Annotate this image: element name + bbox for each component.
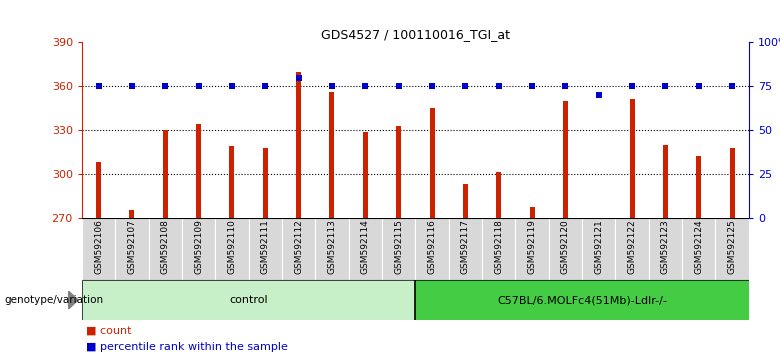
Bar xyxy=(415,280,749,320)
Bar xyxy=(715,218,749,280)
Bar xyxy=(415,218,448,280)
Text: control: control xyxy=(229,295,268,305)
Bar xyxy=(582,218,615,280)
Text: GSM592109: GSM592109 xyxy=(194,219,203,274)
Bar xyxy=(148,218,182,280)
Bar xyxy=(530,207,534,218)
Bar xyxy=(282,218,315,280)
Bar xyxy=(697,156,701,218)
Bar xyxy=(349,218,382,280)
Bar xyxy=(215,218,249,280)
Text: GSM592112: GSM592112 xyxy=(294,219,303,274)
Bar xyxy=(115,218,148,280)
Bar xyxy=(229,146,235,218)
Text: GSM592108: GSM592108 xyxy=(161,219,170,274)
Bar xyxy=(363,132,368,218)
Text: GSM592125: GSM592125 xyxy=(728,219,736,274)
Bar xyxy=(649,218,682,280)
Bar xyxy=(463,184,468,218)
Bar xyxy=(296,72,301,218)
Text: GSM592115: GSM592115 xyxy=(394,219,403,274)
Text: GSM592106: GSM592106 xyxy=(94,219,103,274)
Text: GSM592111: GSM592111 xyxy=(261,219,270,274)
Bar xyxy=(163,130,168,218)
Text: GSM592120: GSM592120 xyxy=(561,219,570,274)
Bar xyxy=(663,145,668,218)
Text: GSM592118: GSM592118 xyxy=(495,219,503,274)
Text: GSM592124: GSM592124 xyxy=(694,219,704,274)
Text: genotype/variation: genotype/variation xyxy=(4,295,103,305)
Bar xyxy=(249,218,282,280)
Bar xyxy=(482,218,516,280)
Bar xyxy=(382,218,415,280)
Title: GDS4527 / 100110016_TGI_at: GDS4527 / 100110016_TGI_at xyxy=(321,28,510,41)
Text: GSM592117: GSM592117 xyxy=(461,219,470,274)
Bar xyxy=(430,108,434,218)
Bar xyxy=(96,162,101,218)
Bar xyxy=(315,218,349,280)
Bar xyxy=(448,218,482,280)
Bar xyxy=(82,218,115,280)
Text: GSM592107: GSM592107 xyxy=(127,219,136,274)
Bar xyxy=(729,148,735,218)
Text: C57BL/6.MOLFc4(51Mb)-Ldlr-/-: C57BL/6.MOLFc4(51Mb)-Ldlr-/- xyxy=(497,295,667,305)
Bar xyxy=(82,280,415,320)
Text: ■ percentile rank within the sample: ■ percentile rank within the sample xyxy=(86,342,288,352)
Text: GSM592114: GSM592114 xyxy=(361,219,370,274)
Bar xyxy=(615,218,649,280)
Text: GSM592123: GSM592123 xyxy=(661,219,670,274)
Bar xyxy=(396,126,401,218)
Text: GSM592121: GSM592121 xyxy=(594,219,603,274)
Polygon shape xyxy=(69,291,78,309)
Bar xyxy=(629,99,635,218)
Bar xyxy=(516,218,549,280)
Bar xyxy=(549,218,582,280)
Bar xyxy=(682,218,715,280)
Text: GSM592116: GSM592116 xyxy=(427,219,437,274)
Text: GSM592113: GSM592113 xyxy=(328,219,336,274)
Bar xyxy=(129,210,134,218)
Text: GSM592110: GSM592110 xyxy=(228,219,236,274)
Bar xyxy=(263,148,268,218)
Bar xyxy=(182,218,215,280)
Bar xyxy=(563,101,568,218)
Bar xyxy=(329,92,335,218)
Text: GSM592122: GSM592122 xyxy=(628,219,636,274)
Text: ■ count: ■ count xyxy=(86,326,131,336)
Text: GSM592119: GSM592119 xyxy=(527,219,537,274)
Bar xyxy=(196,124,201,218)
Bar xyxy=(496,172,502,218)
